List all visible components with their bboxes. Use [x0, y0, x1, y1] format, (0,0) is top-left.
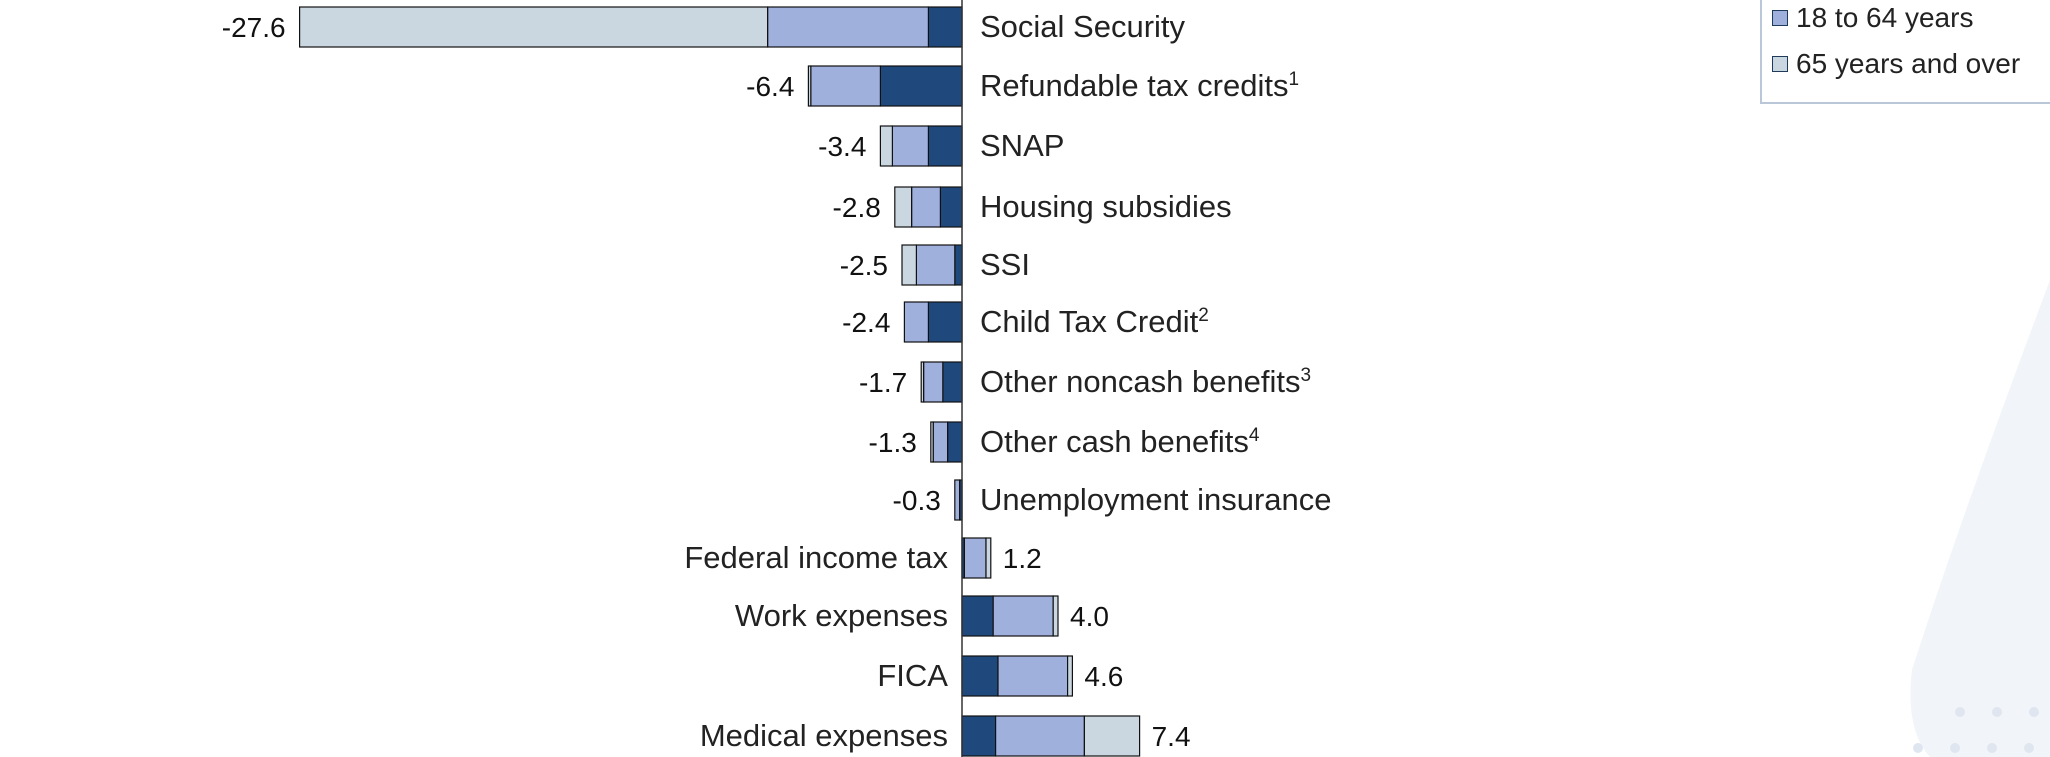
bar-segment-age65plus: [920, 361, 925, 403]
bar-segment-under18: [961, 595, 994, 637]
category-label: FICA: [877, 658, 948, 693]
bar-segment-under18: [954, 244, 963, 286]
category-label: Other cash benefits4: [980, 424, 1260, 459]
category-label: Child Tax Credit2: [980, 304, 1209, 339]
legend: 18 to 64 years 65 years and over: [1760, 0, 2050, 104]
value-label: 1.2: [1003, 543, 1042, 574]
value-label: -0.3: [893, 485, 941, 516]
bar-segment-under18: [939, 186, 963, 228]
value-label: -6.4: [746, 71, 794, 102]
bar-segment-age65plus: [1052, 595, 1059, 637]
bar-segment-age18to64: [922, 361, 944, 403]
bar-segment-age18to64: [891, 125, 930, 167]
bar-segment-age18to64: [992, 595, 1054, 637]
bar-segment-age18to64: [810, 65, 881, 107]
decorative-dot: [2029, 707, 2039, 717]
decorative-dot: [1950, 743, 1960, 753]
category-label: Work expenses: [735, 598, 948, 633]
value-label: 4.6: [1084, 661, 1123, 692]
bar-segment-under18: [927, 125, 963, 167]
value-label: -2.8: [833, 192, 881, 223]
category-label: SNAP: [980, 128, 1064, 163]
value-label: -1.3: [869, 427, 917, 458]
bar-segment-age18to64: [910, 186, 941, 228]
bar-segment-age65plus: [1066, 655, 1073, 697]
bar-segment-under18: [946, 421, 963, 463]
bar-segment-age65plus: [1083, 715, 1141, 757]
legend-swatch-65-and-over: [1772, 56, 1788, 72]
bar-segment-age65plus: [807, 65, 812, 107]
bar-segment-under18: [961, 655, 999, 697]
bar-segment-age18to64: [963, 537, 987, 579]
category-label: Other noncash benefits3: [980, 364, 1311, 399]
bar-segment-under18: [927, 301, 963, 343]
legend-swatch-18-to-64: [1772, 10, 1788, 26]
bar-segment-age65plus: [879, 125, 894, 167]
value-label: -27.6: [222, 12, 286, 43]
bars-layer: [299, 6, 1141, 757]
bar-segment-age65plus: [299, 6, 769, 48]
bar-segment-under18: [879, 65, 963, 107]
bar-segment-age18to64: [954, 479, 961, 521]
decorative-shape: [1910, 280, 2050, 757]
value-label: -1.7: [859, 367, 907, 398]
category-label: SSI: [980, 247, 1030, 282]
category-label: Federal income tax: [684, 540, 948, 575]
decorative-dot: [1992, 707, 2002, 717]
value-label: 7.4: [1152, 721, 1191, 752]
bar-segment-age18to64: [903, 301, 930, 343]
value-label: -2.5: [840, 250, 888, 281]
value-label: -2.4: [842, 307, 890, 338]
category-label: Housing subsidies: [980, 189, 1232, 224]
bar-segment-age18to64: [915, 244, 956, 286]
bar-segment-age65plus: [985, 537, 992, 579]
legend-label-18-to-64: 18 to 64 years: [1796, 2, 1974, 33]
labels-layer: Social Security -27.6 Refundable tax credi…: [222, 9, 1332, 753]
category-label: Medical expenses: [700, 718, 948, 753]
category-label: Social Security: [980, 9, 1186, 44]
bar-segment-age18to64: [766, 6, 929, 48]
value-label: -3.4: [818, 131, 866, 162]
bar-segment-age18to64: [994, 715, 1085, 757]
category-label: Refundable tax credits1: [980, 68, 1299, 103]
bar-segment-age65plus: [901, 244, 917, 286]
decorative-dot: [1987, 743, 1997, 753]
background-decoration: [1910, 280, 2050, 757]
bar-segment-age18to64: [932, 421, 949, 463]
decorative-dot: [2024, 743, 2034, 753]
bar-segment-age65plus: [894, 186, 913, 228]
decorative-dot: [1955, 707, 1965, 717]
bar-segment-under18: [927, 6, 963, 48]
bar-segment-age65plus: [930, 421, 934, 463]
legend-label-65-and-over: 65 years and over: [1796, 48, 2021, 79]
bar-segment-under18: [961, 715, 997, 757]
category-label: Unemployment insurance: [980, 482, 1332, 517]
bar-segment-under18: [942, 361, 963, 403]
bar-segment-age18to64: [997, 655, 1069, 697]
decorative-dot: [1913, 743, 1923, 753]
legend-item-65-and-over: 65 years and over: [1772, 48, 2020, 80]
value-label: 4.0: [1070, 601, 1109, 632]
legend-item-18-to-64: 18 to 64 years: [1772, 2, 1973, 34]
